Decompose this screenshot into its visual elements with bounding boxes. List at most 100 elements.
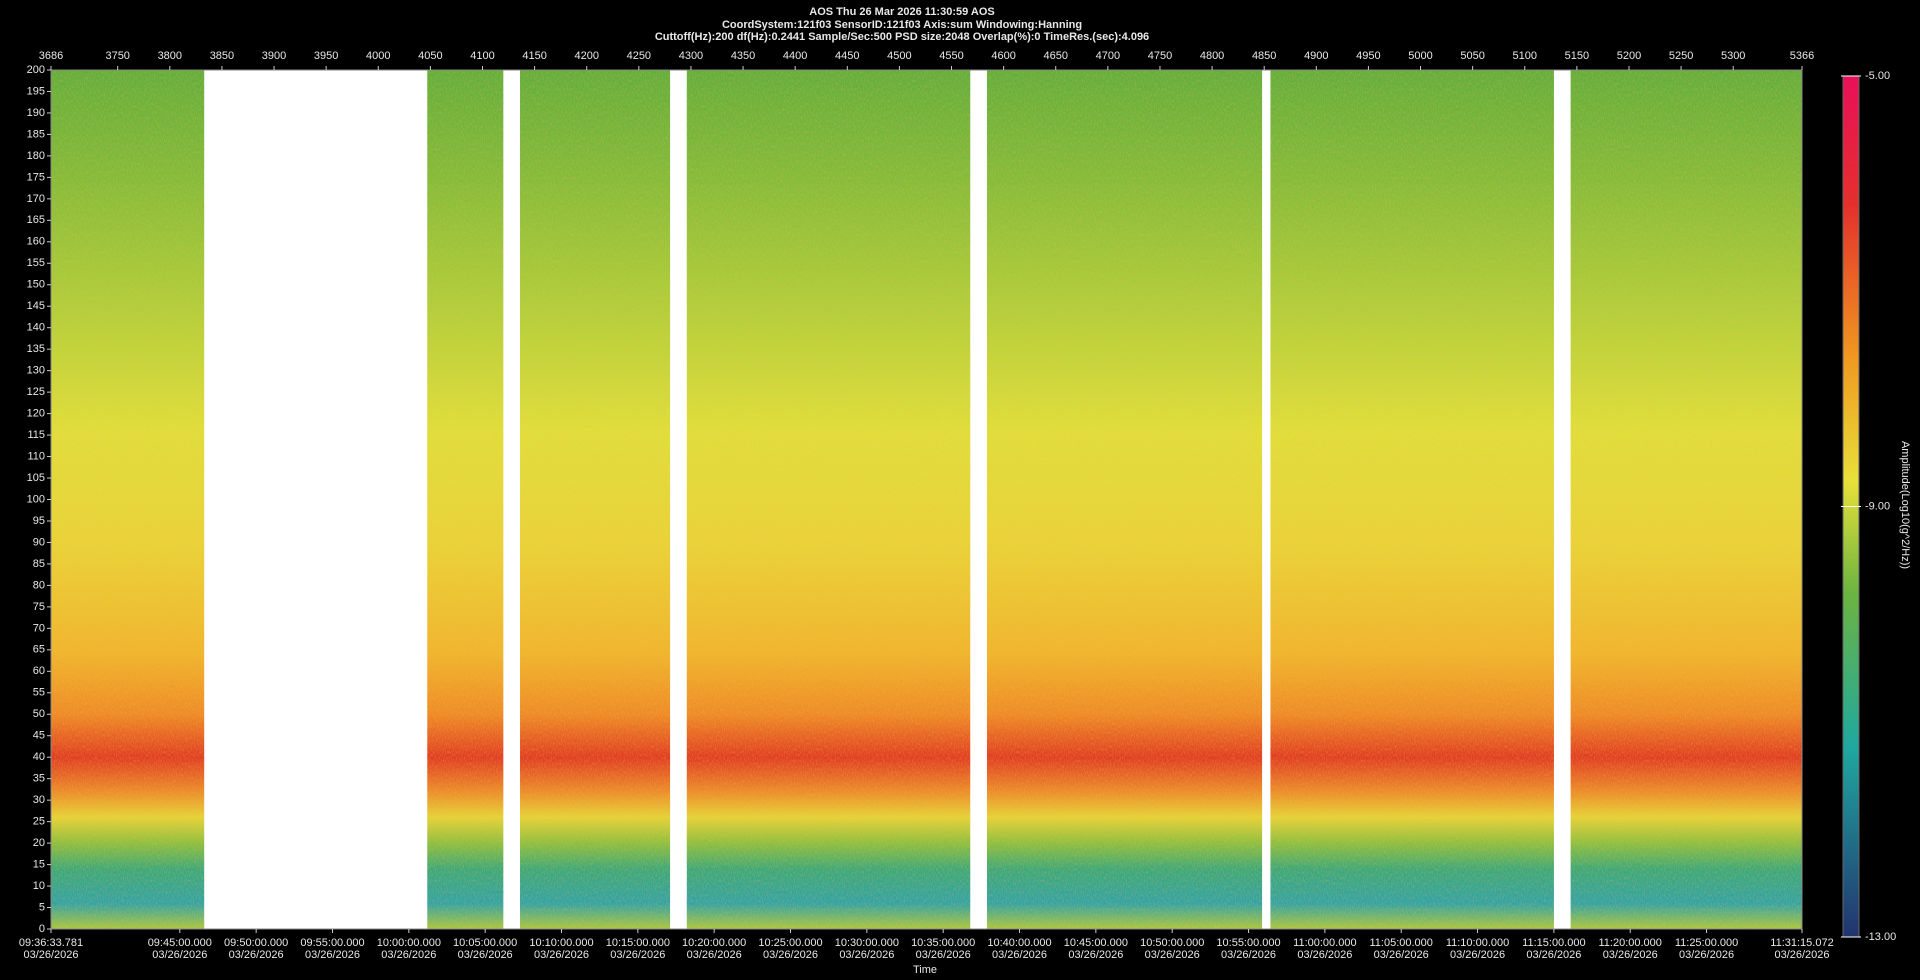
y-tick-label: 165: [27, 214, 45, 226]
x-tick-label: 3750: [105, 50, 129, 62]
y-tick-label: 115: [27, 429, 45, 441]
colorbar-label: Amplitude(Log10(g^2/Hz)): [1899, 441, 1911, 569]
data-gap: [503, 70, 521, 929]
time-tick-label: 10:05:00.000: [453, 937, 517, 949]
x-tick-label: 4300: [679, 50, 703, 62]
x-tick-label: 4600: [991, 50, 1015, 62]
x-tick-label: 5000: [1408, 50, 1432, 62]
y-tick-label: 130: [27, 365, 45, 377]
y-tick-label: 55: [33, 687, 45, 699]
y-tick-label: 25: [33, 816, 45, 828]
x-tick-label: 5200: [1617, 50, 1641, 62]
y-tick-label: 70: [33, 622, 45, 634]
colorbar-tick-label: -9.00: [1865, 500, 1890, 512]
date-tick-label: 03/26/2026: [610, 949, 665, 961]
x-tick-label: 4750: [1148, 50, 1172, 62]
time-tick-label: 11:05:00.000: [1369, 937, 1432, 949]
y-tick-label: 65: [33, 644, 45, 656]
x-tick-label: 5100: [1513, 50, 1537, 62]
x-tick-label: 4450: [835, 50, 859, 62]
y-tick-label: 155: [27, 257, 45, 269]
y-tick-label: 150: [27, 279, 45, 291]
title: AOS Thu 26 Mar 2026 11:30:59 AOS: [809, 6, 994, 18]
x-tick-label: 4550: [939, 50, 963, 62]
x-tick-label: 4100: [470, 50, 494, 62]
y-tick-label: 125: [27, 386, 45, 398]
x-tick-label: 4200: [574, 50, 598, 62]
x-tick-label: 5250: [1669, 50, 1693, 62]
x-tick-label: 5050: [1460, 50, 1484, 62]
y-tick-label: 100: [27, 493, 45, 505]
x-tick-label: 3686: [39, 50, 63, 62]
date-tick-label: 03/26/2026: [992, 949, 1047, 961]
data-gap: [1262, 70, 1271, 929]
x-tick-label: 4500: [887, 50, 911, 62]
y-tick-label: 50: [33, 708, 45, 720]
y-tick-label: 140: [27, 322, 45, 334]
colorbar-tick-label: -13.00: [1865, 931, 1896, 943]
x-tick-label: 4400: [783, 50, 807, 62]
date-tick-label: 03/26/2026: [916, 949, 971, 961]
y-tick-label: 15: [33, 858, 45, 870]
date-tick-label: 03/26/2026: [305, 949, 360, 961]
y-tick-label: 105: [27, 472, 45, 484]
y-tick-label: 0: [39, 923, 45, 935]
x-tick-label: 3900: [262, 50, 286, 62]
y-tick-label: 80: [33, 579, 45, 591]
time-tick-label: 09:36:33.781: [19, 937, 83, 949]
date-tick-label: 03/26/2026: [687, 949, 742, 961]
time-tick-label: 09:45:00.000: [148, 937, 212, 949]
time-tick-label: 11:15:00.000: [1522, 937, 1585, 949]
x-tick-label: 4700: [1096, 50, 1120, 62]
y-tick-label: 30: [33, 794, 45, 806]
x-tick-label: 3950: [314, 50, 338, 62]
x-tick-label: 3850: [210, 50, 234, 62]
subtitle: CoordSystem:121f03 SensorID:121f03 Axis:…: [722, 19, 1082, 31]
y-tick-label: 175: [27, 171, 45, 183]
date-tick-label: 03/26/2026: [1603, 949, 1658, 961]
date-tick-label: 03/26/2026: [1297, 949, 1352, 961]
x-tick-label: 4900: [1304, 50, 1328, 62]
time-tick-label: 10:25:00.000: [758, 937, 822, 949]
time-tick-label: 10:45:00.000: [1064, 937, 1128, 949]
y-tick-label: 185: [27, 128, 45, 140]
x-tick-label: 3800: [158, 50, 182, 62]
data-gap: [670, 70, 687, 929]
x-tick-label: 4850: [1252, 50, 1276, 62]
y-tick-label: 20: [33, 837, 45, 849]
colorbar-tick-label: -5.00: [1865, 70, 1890, 82]
y-tick-label: 5: [39, 901, 45, 913]
x-tick-label: 4150: [522, 50, 546, 62]
y-tick-label: 10: [33, 880, 45, 892]
y-tick-label: 120: [27, 408, 45, 420]
y-tick-label: 145: [27, 300, 45, 312]
date-tick-label: 03/26/2026: [1679, 949, 1734, 961]
time-tick-label: 10:20:00.000: [682, 937, 746, 949]
x-tick-label: 4250: [627, 50, 651, 62]
time-tick-label: 09:50:00.000: [224, 937, 288, 949]
y-tick-label: 180: [27, 150, 45, 162]
date-tick-label: 03/26/2026: [458, 949, 513, 961]
x-tick-label: 4050: [418, 50, 442, 62]
date-tick-label: 03/26/2026: [763, 949, 818, 961]
time-tick-label: 10:00:00.000: [377, 937, 441, 949]
x-tick-label: 5366: [1790, 50, 1814, 62]
time-tick-label: 11:20:00.000: [1599, 937, 1662, 949]
y-tick-label: 200: [27, 64, 45, 76]
date-tick-label: 03/26/2026: [839, 949, 894, 961]
data-gap: [1553, 70, 1571, 929]
date-tick-label: 03/26/2026: [381, 949, 436, 961]
y-tick-label: 75: [33, 601, 45, 613]
time-tick-label: 10:35:00.000: [911, 937, 975, 949]
time-tick-label: 11:25:00.000: [1675, 937, 1738, 949]
time-tick-label: 10:30:00.000: [835, 937, 899, 949]
date-tick-label: 03/26/2026: [1450, 949, 1505, 961]
time-tick-label: 09:55:00.000: [300, 937, 364, 949]
y-tick-label: 110: [27, 450, 45, 462]
date-tick-label: 03/26/2026: [152, 949, 207, 961]
date-tick-label: 03/26/2026: [23, 949, 78, 961]
y-tick-label: 135: [27, 343, 45, 355]
y-tick-label: 90: [33, 536, 45, 548]
data-gap: [204, 70, 428, 929]
date-tick-label: 03/26/2026: [1145, 949, 1200, 961]
